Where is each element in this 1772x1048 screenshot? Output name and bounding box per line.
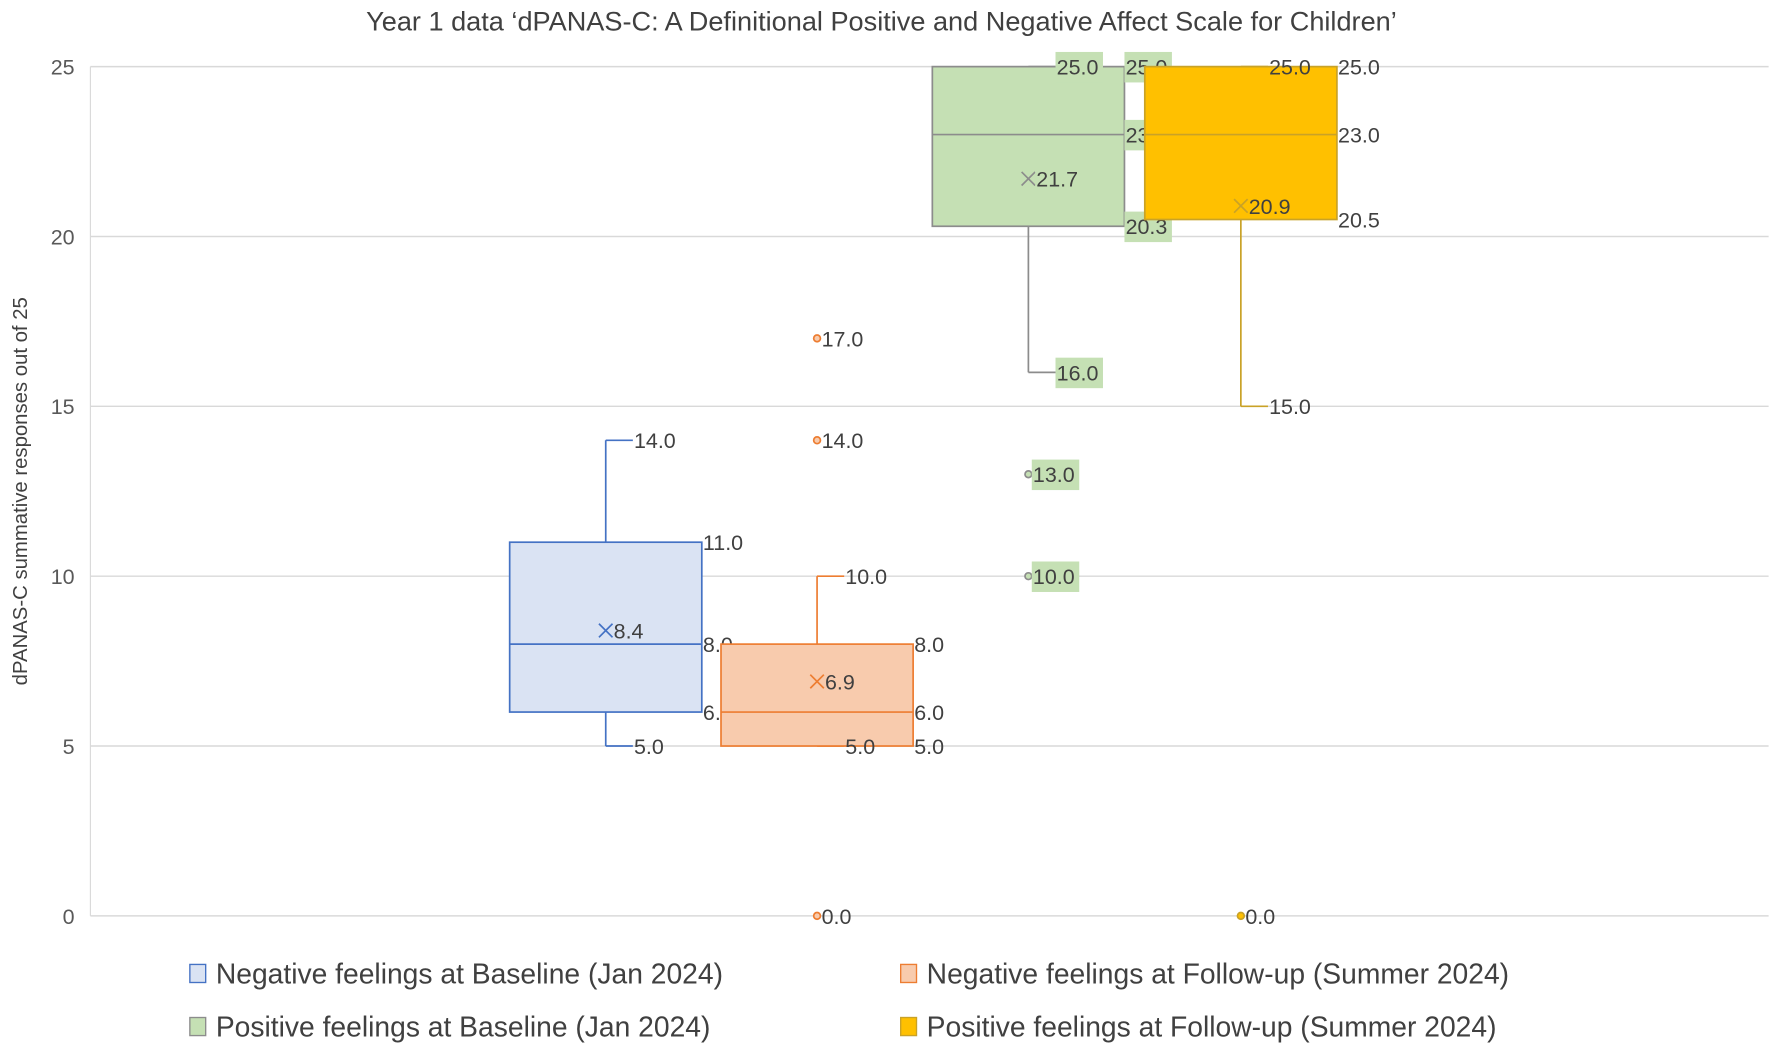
box [720, 643, 914, 747]
q3-label: 25.0 [1338, 56, 1380, 80]
mean-marker [809, 674, 825, 689]
box [508, 541, 703, 713]
legend-item: Positive feelings at Follow-up (Summer 2… [900, 1011, 1497, 1043]
q1-label: 20.3 [1126, 215, 1168, 239]
median-label: 6.0 [914, 701, 944, 725]
y-tick-label: 20 [51, 225, 75, 249]
mean-marker [1021, 171, 1036, 187]
y-tick-label: 0 [63, 905, 75, 929]
legend-item: Positive feelings at Baseline (Jan 2024) [189, 1011, 711, 1043]
outlier-label: 0.0 [1245, 905, 1275, 929]
legend-swatch [189, 963, 207, 984]
q1-label: 5.0 [914, 735, 944, 759]
legend-label: Positive feelings at Baseline (Jan 2024) [216, 1011, 711, 1043]
outlier-label: 14.0 [822, 429, 864, 453]
legend-label: Positive feelings at Follow-up (Summer 2… [927, 1011, 1497, 1043]
min-label: 15.0 [1269, 395, 1311, 419]
label-background [1055, 51, 1103, 83]
label-background [1055, 357, 1103, 389]
box-series-0: 14.011.08.06.05.08.4 [508, 429, 743, 759]
max-label: 25.0 [1269, 56, 1311, 80]
y-tick-label: 5 [63, 735, 75, 759]
outlier-point [812, 436, 822, 445]
outlier-point [1236, 911, 1246, 921]
gridlines: 0 5 10 15 20 25 [51, 56, 1769, 929]
legend: Negative feelings at Baseline (Jan 2024)… [189, 958, 1509, 1043]
legend-item: Negative feelings at Follow-up (Summer 2… [900, 958, 1509, 990]
outlier-point [1024, 470, 1033, 479]
mean-marker [1233, 198, 1249, 214]
legend-swatch [900, 1016, 918, 1037]
legend-label: Negative feelings at Follow-up (Summer 2… [927, 958, 1509, 990]
max-label: 14.0 [634, 429, 676, 453]
mean-marker [598, 623, 614, 638]
mean-label: 20.9 [1249, 195, 1291, 219]
min-label: 16.0 [1057, 361, 1099, 385]
q3-label: 8.0 [914, 633, 944, 657]
box-series-1: 10.0 8.0 6.0 5.0 5.0 6.9 17.0 14.0 0.0 [720, 327, 944, 929]
legend-item: Negative feelings at Baseline (Jan 2024) [189, 958, 723, 990]
outlier-label: 0.0 [822, 905, 852, 929]
label-background [1031, 561, 1080, 592]
box-series-3: 25.0 25.0 23.0 20.5 15.0 20.9 0.0 [1143, 56, 1380, 929]
box [1143, 65, 1338, 221]
legend-swatch [900, 963, 918, 984]
outlier-point [1024, 571, 1033, 581]
y-tick-label: 15 [51, 395, 75, 419]
chart-title: Year 1 data ‘dPANAS-C: A Definitional Po… [366, 6, 1397, 37]
min-label: 5.0 [845, 735, 875, 759]
label-background [1035, 164, 1083, 195]
q3-label: 11.0 [703, 531, 743, 555]
outlier-label: 17.0 [822, 327, 864, 351]
q1-label: 20.5 [1338, 208, 1380, 232]
outlier-label: 10.0 [1033, 565, 1075, 589]
mean-label: 8.4 [614, 619, 644, 643]
box [931, 65, 1126, 228]
min-label: 5.0 [634, 735, 664, 759]
outlier-point [812, 911, 822, 921]
median-label: 23.0 [1338, 123, 1380, 147]
legend-swatch [189, 1016, 207, 1037]
boxes: 14.0 11.0 8.0 6.0 5.0 8.4 10.0 8.0 6.0 5.0 5.0 6.9 1… [508, 51, 1380, 929]
label-background [1031, 459, 1080, 491]
outlier-label: 13.0 [1033, 463, 1075, 487]
outlier-point [812, 334, 822, 343]
y-tick-label: 25 [51, 56, 75, 80]
y-axis-label: dPANAS-C summative responses out of 25 [10, 297, 32, 685]
y-tick-label: 10 [51, 565, 75, 589]
mean-label: 6.9 [825, 670, 855, 694]
mean-label: 21.7 [1036, 168, 1078, 192]
legend-label: Negative feelings at Baseline (Jan 2024) [216, 958, 723, 990]
max-label: 25.0 [1057, 56, 1099, 80]
max-label: 10.0 [845, 565, 887, 589]
box-series-2: 25.025.023.020.316.021.713.010.0 [931, 51, 1172, 592]
